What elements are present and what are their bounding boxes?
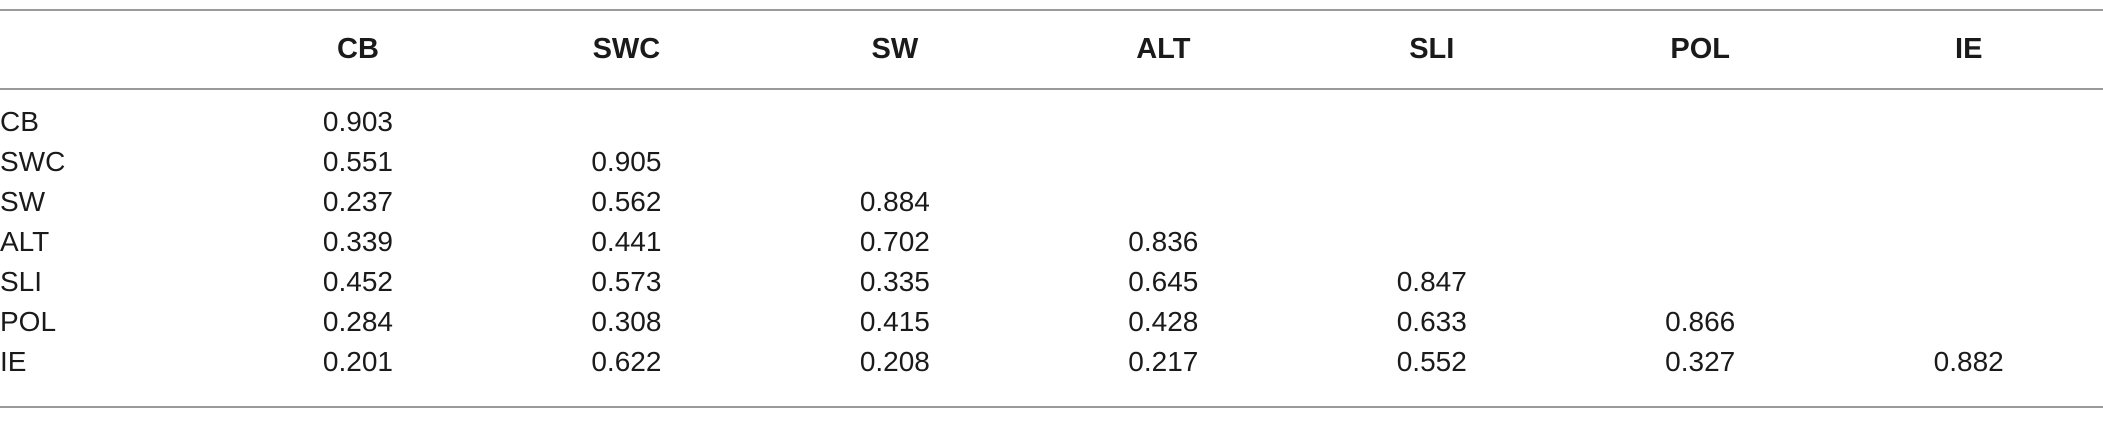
row-label: CB	[0, 106, 39, 137]
row-label: IE	[0, 346, 27, 377]
table-cell	[492, 102, 760, 142]
table-cell	[1834, 262, 2103, 302]
row-label: SWC	[0, 146, 66, 177]
header-spacer	[0, 88, 2103, 102]
table-row: SLI 0.452 0.573 0.335 0.645 0.847	[0, 262, 2103, 302]
table-cell	[1566, 142, 1834, 182]
table-cell: 0.633	[1396, 306, 1467, 337]
bottom-rule	[0, 406, 2103, 408]
table-cell: 0.573	[591, 266, 662, 297]
table-cell	[1298, 102, 1566, 142]
table-cell	[1298, 142, 1566, 182]
header-row: CB SWC SW ALT SLI POL IE	[0, 11, 2103, 88]
table-cell	[1029, 182, 1297, 222]
table-cell: 0.217	[1128, 346, 1199, 377]
table-cell	[1834, 302, 2103, 342]
table-cell	[1566, 222, 1834, 262]
table-cell: 0.847	[1396, 266, 1467, 297]
table-row: POL 0.284 0.308 0.415 0.428 0.633 0.866	[0, 302, 2103, 342]
table-cell	[1298, 182, 1566, 222]
table-cell: 0.562	[591, 186, 662, 217]
table-cell: 0.428	[1128, 306, 1199, 337]
table-cell: 0.237	[322, 186, 393, 217]
row-label: ALT	[0, 226, 50, 257]
table-cell: 0.702	[859, 226, 930, 257]
column-header-sli: SLI	[1409, 33, 1455, 65]
table-cell: 0.208	[859, 346, 930, 377]
table-cell	[761, 142, 1029, 182]
table-cell	[1029, 142, 1297, 182]
table-row: SW 0.237 0.562 0.884	[0, 182, 2103, 222]
row-label: SW	[0, 186, 46, 217]
table-cell: 0.866	[1665, 306, 1736, 337]
table-cell: 0.327	[1665, 346, 1736, 377]
table-cell: 0.415	[859, 306, 930, 337]
correlation-table: CB SWC SW ALT SLI POL IE CB 0.903	[0, 11, 2103, 382]
column-header-ie: IE	[1955, 33, 1983, 65]
table-cell: 0.836	[1128, 226, 1199, 257]
table-cell	[1566, 182, 1834, 222]
table-cell	[761, 102, 1029, 142]
table-cell	[1566, 102, 1834, 142]
table-cell: 0.308	[591, 306, 662, 337]
table-cell: 0.339	[322, 226, 393, 257]
table-row: CB 0.903	[0, 102, 2103, 142]
table-row: SWC 0.551 0.905	[0, 142, 2103, 182]
table-cell	[1834, 182, 2103, 222]
table-cell: 0.201	[322, 346, 393, 377]
table-cell: 0.622	[591, 346, 662, 377]
table-cell: 0.882	[1933, 346, 2004, 377]
table-cell: 0.884	[859, 186, 930, 217]
table-cell: 0.645	[1128, 266, 1199, 297]
header-rule	[0, 88, 2103, 90]
column-header-cb: CB	[337, 33, 379, 65]
table-row: IE 0.201 0.622 0.208 0.217 0.552 0.327 0…	[0, 342, 2103, 382]
table-cell	[1834, 222, 2103, 262]
column-header-swc: SWC	[592, 33, 661, 65]
column-header-pol: POL	[1670, 33, 1731, 65]
table-cell	[1029, 102, 1297, 142]
column-header-alt: ALT	[1136, 33, 1191, 65]
table-cell: 0.284	[322, 306, 393, 337]
table-cell	[1834, 102, 2103, 142]
row-label: SLI	[0, 266, 43, 297]
table-cell	[1298, 222, 1566, 262]
table-row: ALT 0.339 0.441 0.702 0.836	[0, 222, 2103, 262]
table-cell: 0.452	[322, 266, 393, 297]
column-header-blank	[0, 11, 224, 88]
table-cell	[1566, 262, 1834, 302]
table-cell: 0.441	[591, 226, 662, 257]
table-cell: 0.905	[591, 146, 662, 177]
table-cell: 0.335	[859, 266, 930, 297]
table-cell: 0.903	[322, 106, 393, 137]
top-rule	[0, 9, 2103, 11]
table-cell	[1834, 142, 2103, 182]
row-label: POL	[0, 306, 57, 337]
table-cell: 0.551	[322, 146, 393, 177]
table-cell: 0.552	[1396, 346, 1467, 377]
column-header-sw: SW	[871, 33, 919, 65]
